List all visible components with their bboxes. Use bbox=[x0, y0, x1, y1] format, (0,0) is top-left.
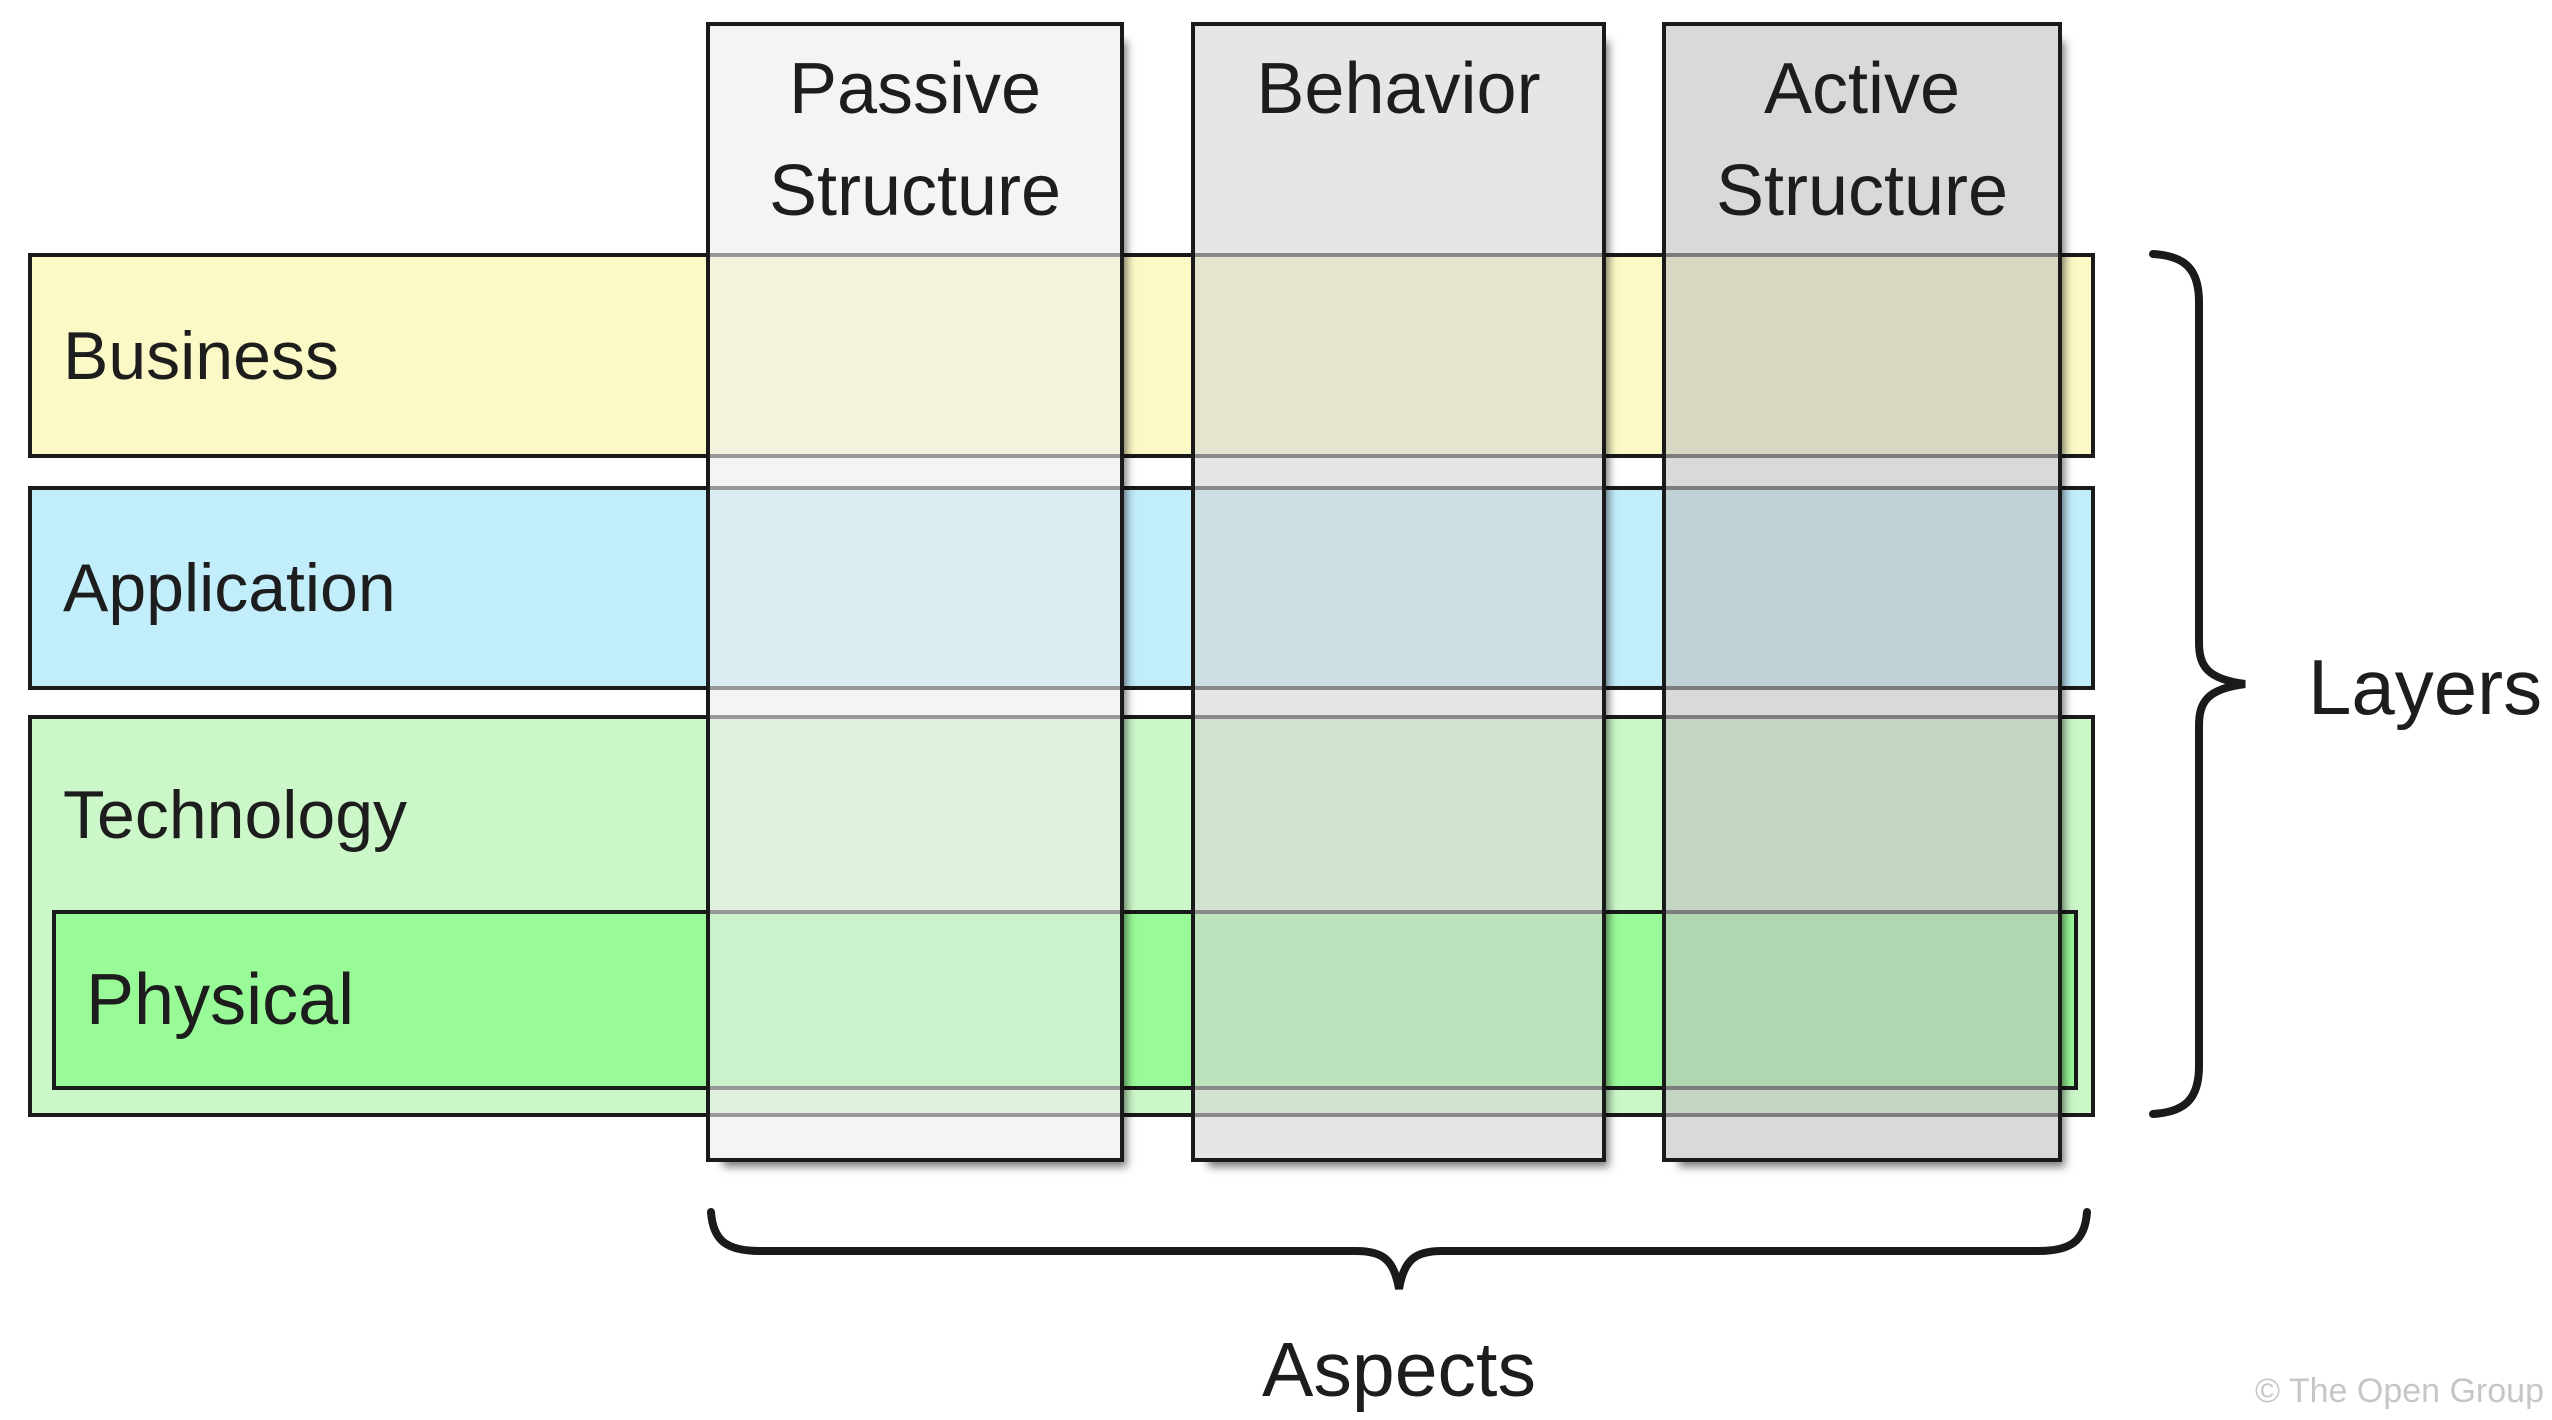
column-header-behavior: Behavior bbox=[1256, 49, 1541, 129]
aspects-label: Aspects bbox=[1262, 1327, 1536, 1413]
row-label-business: Business bbox=[63, 317, 339, 394]
column-passive-structure: Passive Structure bbox=[706, 22, 1124, 1162]
layers-label: Layers bbox=[2308, 643, 2543, 731]
technology-label-zone: Technology bbox=[32, 719, 407, 910]
column-header-passive-structure: Passive Structure bbox=[768, 49, 1062, 231]
layers-brace bbox=[2149, 250, 2246, 1118]
column-header-active-structure: Active Structure bbox=[1715, 49, 2009, 231]
copyright-watermark: © The Open Group bbox=[2254, 1372, 2544, 1410]
column-active-structure: Active Structure bbox=[1662, 22, 2062, 1162]
row-label-physical: Physical bbox=[86, 960, 355, 1040]
row-label-application: Application bbox=[63, 550, 396, 626]
aspects-brace bbox=[707, 1208, 2091, 1290]
column-behavior: Behavior bbox=[1191, 22, 1606, 1162]
row-label-technology: Technology bbox=[63, 776, 408, 853]
